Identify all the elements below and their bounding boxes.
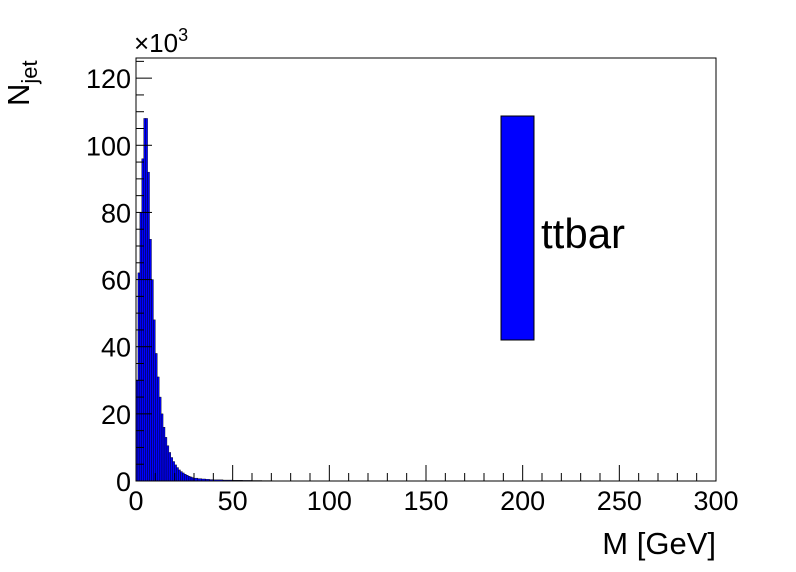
x-tick-label: 200 — [500, 486, 545, 516]
y-axis-title-main: N — [1, 84, 36, 106]
legend: ttbar — [500, 115, 625, 341]
legend-label-ttbar: ttbar — [541, 210, 625, 257]
y-axis-multiplier: ×103 — [134, 25, 188, 58]
histogram-bar — [147, 171, 150, 482]
histogram-bar — [143, 118, 146, 482]
histogram-bar — [180, 471, 183, 482]
histogram-bar — [157, 376, 160, 482]
histogram-bar — [187, 476, 191, 482]
y-tick-label: 0 — [116, 467, 131, 497]
histogram-bar — [162, 427, 166, 482]
histogram-bar — [151, 279, 154, 482]
histogram-bar — [186, 475, 189, 482]
histogram-bar — [155, 353, 158, 482]
histogram-bar — [189, 476, 193, 482]
histogram-bar — [153, 319, 156, 482]
histogram-bar — [168, 452, 172, 482]
histogram-bar — [164, 437, 168, 482]
x-tick-label: 0 — [128, 486, 143, 516]
y-tick-label: 100 — [86, 131, 131, 161]
x-tick-label: 300 — [693, 486, 738, 516]
histogram-bar — [160, 413, 164, 482]
x-tick-label: 250 — [597, 486, 642, 516]
histogram-bar — [170, 457, 173, 482]
histogram-bar — [149, 239, 152, 482]
y-tick-label: 60 — [101, 266, 131, 296]
histogram-bar — [166, 445, 170, 482]
histogram-bar — [178, 469, 181, 482]
histogram-bar — [182, 472, 185, 482]
y-axis-ticks — [136, 60, 152, 482]
x-tick-label: 100 — [307, 486, 352, 516]
y-axis-multiplier-exponent: 3 — [178, 25, 188, 45]
histogram-bar — [137, 272, 141, 482]
x-tick-label: 50 — [218, 486, 248, 516]
y-axis-title: Njet — [1, 60, 42, 106]
histogram-bars — [135, 118, 274, 482]
legend-swatch-ttbar — [500, 115, 535, 341]
y-axis-title-subscript: jet — [17, 60, 42, 84]
plot-frame — [135, 57, 717, 482]
y-tick-label: 40 — [101, 333, 131, 363]
histogram-bar — [158, 396, 162, 482]
histogram-bar — [145, 118, 148, 482]
x-axis-ticks — [135, 465, 717, 481]
y-axis-tick-labels: 0 20 40 60 80 100 120 — [86, 64, 131, 497]
histogram-bar — [176, 467, 179, 482]
x-axis-title: M [GeV] — [602, 526, 716, 561]
x-tick-label: 150 — [403, 486, 448, 516]
y-axis-multiplier-base: ×10 — [134, 28, 178, 58]
y-tick-label: 80 — [101, 198, 131, 228]
x-axis-tick-labels: 0 50 100 150 200 250 300 — [128, 486, 738, 516]
histogram-bar — [141, 158, 144, 482]
y-tick-label: 20 — [101, 400, 131, 430]
histogram-bar — [184, 474, 187, 482]
y-tick-label: 120 — [86, 64, 131, 94]
